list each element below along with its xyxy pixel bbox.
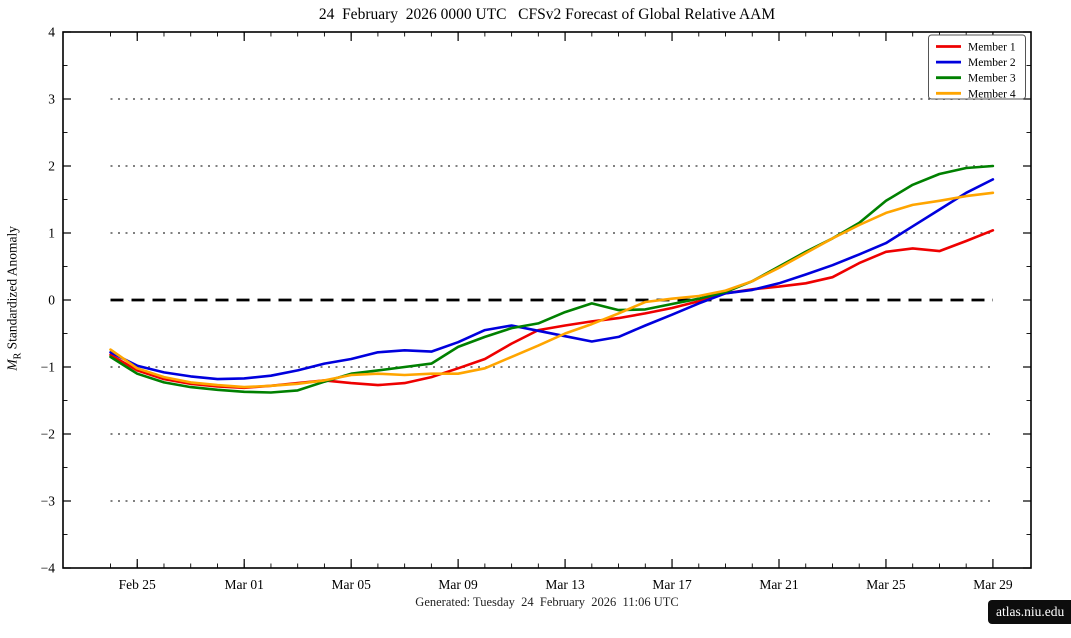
y-tick-label: 1 — [48, 226, 55, 241]
y-axis-label-subscript: R — [12, 352, 24, 360]
x-tick-label: Mar 05 — [331, 577, 371, 592]
x-tick-label: Mar 17 — [652, 577, 692, 592]
y-axis-label-var: M — [4, 359, 20, 371]
x-tick-label: Mar 21 — [759, 577, 798, 592]
x-tick-label: Mar 09 — [438, 577, 478, 592]
y-axis-label: MR Standardized Anomaly — [5, 188, 24, 408]
legend-label: Member 2 — [968, 57, 1016, 69]
legend-label: Member 1 — [968, 42, 1016, 54]
legend-label: Member 4 — [968, 88, 1016, 100]
site-badge: atlas.niu.edu — [988, 600, 1071, 624]
y-axis-label-text: Standardized Anomaly — [4, 226, 20, 353]
legend-label: Member 3 — [968, 73, 1016, 85]
chart-title: 24 February 2026 0000 UTC CFSv2 Forecast… — [318, 6, 776, 23]
y-tick-label: 0 — [48, 293, 55, 308]
y-tick-label: −4 — [41, 561, 56, 576]
y-tick-label: 2 — [48, 159, 55, 174]
generated-timestamp: Generated: Tuesday 24 February 2026 11:0… — [415, 595, 679, 609]
y-tick-label: −1 — [41, 360, 55, 375]
legend-box — [928, 34, 1026, 100]
series-line-member-3 — [109, 164, 995, 394]
y-tick-label: −2 — [41, 427, 55, 442]
x-tick-label: Feb 25 — [119, 577, 156, 592]
y-tick-label: −3 — [41, 494, 56, 509]
x-tick-label: Mar 01 — [225, 577, 264, 592]
x-tick-label: Mar 29 — [973, 577, 1013, 592]
series-line-member-4 — [109, 191, 995, 389]
series-line-member-2 — [109, 178, 995, 381]
axes-frame — [62, 31, 1032, 569]
x-tick-label: Mar 13 — [545, 577, 585, 592]
x-tick-label: Mar 25 — [866, 577, 906, 592]
y-tick-label: 4 — [48, 25, 55, 40]
y-tick-label: 3 — [48, 92, 55, 107]
